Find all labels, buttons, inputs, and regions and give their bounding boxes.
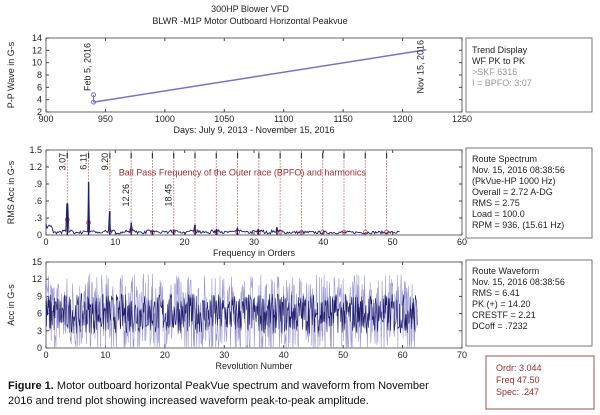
y-tick-label: 1.5 bbox=[29, 145, 42, 155]
x-tick-label: 50 bbox=[338, 350, 348, 360]
y-tick-label: 10 bbox=[32, 58, 42, 68]
legend-line: Route Spectrum bbox=[472, 154, 537, 164]
legend-line: RMS = 2.75 bbox=[472, 198, 520, 208]
y-tick-label: 0 bbox=[37, 230, 42, 240]
legend-line: PK (+) = 14.20 bbox=[472, 299, 531, 309]
x-tick-label: 1100 bbox=[274, 114, 293, 124]
y-axis-label: RMS Acc in G-s bbox=[6, 160, 16, 224]
y-tick-label: 2 bbox=[37, 107, 42, 117]
y-axis-label: P-P Wave in G-s bbox=[6, 41, 16, 108]
trend-chart: 900 950 1000 1050 1100 1150 1200 1250 2 4 6 8 10 12 14… bbox=[6, 33, 472, 135]
legend-line: RPM = 936. (15.61 Hz) bbox=[472, 220, 564, 230]
legend-line: Load = 100.0 bbox=[472, 209, 525, 219]
legend-line: RMS = 6.41 bbox=[472, 288, 520, 298]
peak-label: 18.45 bbox=[164, 184, 174, 207]
y-tick-label: 4 bbox=[37, 95, 42, 105]
y-tick-label: 14 bbox=[32, 33, 42, 43]
bpfo-annotation: Ball Pass Frequency of the Outer race (B… bbox=[119, 168, 367, 178]
legend-line: Route Waveform bbox=[472, 266, 539, 276]
x-axis-label: Revolution Number bbox=[215, 361, 292, 371]
x-tick-label: 1150 bbox=[333, 114, 352, 124]
cursor-spec: Spec: .247 bbox=[496, 387, 539, 397]
trend-legend: Trend Display WF PK to PK >SKF 6316 I = … bbox=[465, 37, 593, 113]
caption-line-1: Figure 1. Motor outboard horizontal Peak… bbox=[8, 380, 429, 392]
spectrum-line bbox=[45, 182, 400, 235]
spectrum-legend: Route Spectrum Nov. 15, 2016 08:38:56 (P… bbox=[465, 147, 593, 239]
y-tick-label: 6 bbox=[37, 309, 42, 319]
legend-line: Nov. 15, 2016 08:38:56 bbox=[472, 165, 565, 175]
legend-line: Nov. 15, 2016 08:38:56 bbox=[472, 277, 565, 287]
legend-line: (PkVue-HP 1000 Hz) bbox=[472, 176, 556, 186]
caption-text: Motor outboard horizontal PeakVue spectr… bbox=[54, 380, 429, 392]
x-tick-label: 20 bbox=[160, 350, 170, 360]
x-tick-label: 40 bbox=[318, 237, 328, 247]
y-tick-label: 1.2 bbox=[29, 162, 42, 172]
x-tick-label: 0 bbox=[43, 237, 48, 247]
legend-line: Trend Display bbox=[472, 45, 528, 55]
x-tick-label: 0 bbox=[43, 350, 48, 360]
y-tick-label: 15 bbox=[32, 257, 42, 267]
x-tick-label: 60 bbox=[457, 237, 467, 247]
x-axis-label: Days: July 9, 2013 - November 15, 2016 bbox=[173, 125, 334, 135]
x-tick-label: 20 bbox=[180, 237, 190, 247]
trend-point bbox=[91, 92, 97, 98]
peak-label: 3.07 bbox=[57, 153, 67, 171]
chart-subtitle: BLWR -M1P Motor Outboard Horizontal Peak… bbox=[152, 16, 347, 26]
legend-line: DCoff = .7232 bbox=[472, 321, 528, 331]
plot-frame bbox=[45, 37, 463, 113]
y-tick-label: 6 bbox=[37, 82, 42, 92]
trend-point bbox=[91, 99, 97, 105]
waveform-legend: Route Waveform Nov. 15, 2016 08:38:56 RM… bbox=[465, 259, 593, 347]
date-annotation: Feb 5, 2016 bbox=[83, 43, 93, 91]
y-axis-label: Acc in G-s bbox=[6, 284, 16, 326]
cursor-order: Ordr: 3.044 bbox=[496, 363, 542, 373]
x-tick-label: 1000 bbox=[155, 114, 175, 124]
y-tick-label: 0 bbox=[37, 343, 42, 353]
legend-line: >SKF 6316 bbox=[472, 67, 517, 77]
y-tick-label: 12 bbox=[32, 45, 42, 55]
legend-line: Overall = 2.72 A-DG bbox=[472, 187, 553, 197]
trend-line bbox=[93, 48, 427, 103]
x-tick-label: 50 bbox=[388, 237, 398, 247]
chart-title: 300HP Blower VFD bbox=[211, 4, 289, 14]
peak-label: 12.26 bbox=[121, 184, 131, 207]
waveform-envelope bbox=[45, 273, 418, 350]
y-tick-label: .3 bbox=[34, 213, 42, 223]
peak-label: 6.11 bbox=[79, 153, 89, 170]
legend-line: CRESTF = 2.21 bbox=[472, 310, 536, 320]
x-tick-label: 60 bbox=[398, 350, 408, 360]
harmonic-marker bbox=[362, 229, 368, 235]
x-tick-label: 900 bbox=[38, 114, 53, 124]
legend-line: I = BPFO: 3:07 bbox=[472, 78, 532, 88]
cursor-freq: Freq 47.50 bbox=[496, 375, 540, 385]
x-tick-label: 70 bbox=[457, 350, 467, 360]
y-tick-label: 8 bbox=[37, 70, 42, 80]
x-tick-label: 1200 bbox=[393, 114, 413, 124]
x-tick-label: 950 bbox=[98, 114, 113, 124]
cursor-readout-box: Ordr: 3.044 Freq 47.50 Spec: .247 bbox=[485, 355, 595, 410]
x-tick-label: 10 bbox=[110, 237, 120, 247]
y-tick-label: .9 bbox=[34, 179, 42, 189]
spectrum-chart: 0 10 20 30 40 50 60 0 .3 .6 .9 1.2 1.5 Frequency in O… bbox=[6, 145, 467, 258]
x-tick-label: 30 bbox=[249, 237, 259, 247]
peak-label: 9.20 bbox=[100, 153, 110, 171]
x-tick-label: 40 bbox=[279, 350, 289, 360]
x-tick-label: 30 bbox=[219, 350, 229, 360]
y-tick-label: 9 bbox=[37, 291, 42, 301]
y-tick-label: 3 bbox=[37, 326, 42, 336]
waveform-core bbox=[45, 293, 418, 334]
legend-line: WF PK to PK bbox=[472, 56, 525, 66]
y-tick-label: 12 bbox=[32, 274, 42, 284]
harmonic-marker bbox=[320, 229, 326, 235]
x-axis-label: Frequency in Orders bbox=[213, 248, 296, 258]
waveform-chart: 0 10 20 30 40 50 60 70 0 3 6 9 12 15 Revolution Number… bbox=[6, 257, 467, 371]
x-tick-label: 1250 bbox=[452, 114, 472, 124]
x-tick-label: 1050 bbox=[214, 114, 234, 124]
caption-label: Figure 1. bbox=[8, 380, 54, 392]
x-tick-label: 10 bbox=[100, 350, 110, 360]
date-annotation: Nov 15, 2016 bbox=[415, 40, 425, 94]
y-tick-label: .6 bbox=[34, 196, 42, 206]
caption-line-2: 2016 and trend plot showing increased wa… bbox=[8, 395, 369, 407]
